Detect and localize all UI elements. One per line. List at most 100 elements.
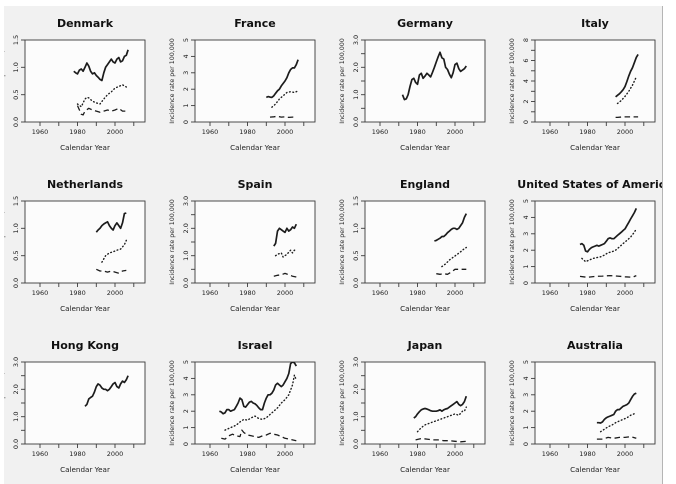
- x-axis-label: Calendar Year: [400, 465, 450, 474]
- x-tick-label: 1960: [202, 289, 219, 297]
- chart-title: Spain: [238, 178, 273, 191]
- y-tick-label: 1.5: [12, 196, 20, 206]
- x-tick-label: 2000: [277, 128, 294, 136]
- x-tick-label: 1980: [409, 450, 426, 458]
- series-dotted-line: [76, 84, 128, 108]
- x-tick-label: 1960: [202, 450, 219, 458]
- figure-panel: 1960 1980 2000 0.0 0.5 1.0 1.5 Denmark Incidence…: [4, 6, 663, 484]
- x-tick-label: 1980: [409, 289, 426, 297]
- y-tick-label: 3.0: [12, 357, 20, 367]
- subplot-italy: 1960 1980 2000 0 2 4 6 8 Italy Incidence rate per…: [509, 17, 656, 152]
- x-axis-label: Calendar Year: [60, 465, 110, 474]
- y-tick-label: 1.0: [352, 223, 360, 233]
- subplot-denmark: 1960 1980 2000 0.0 0.5 1.0 1.5 Denmark Incidence…: [4, 17, 146, 152]
- y-tick-label: 2: [522, 248, 530, 252]
- x-tick-label: 1960: [372, 128, 389, 136]
- chart-title: Australia: [567, 339, 623, 352]
- plot-area: [534, 200, 656, 284]
- y-tick-label: 0.0: [352, 278, 360, 288]
- series-dotted-line: [101, 239, 128, 263]
- x-tick-label: 1960: [372, 450, 389, 458]
- y-axis-label: Incidence rate per 100,000: [169, 199, 176, 285]
- y-axis-label: Incidence rate per 100,000: [339, 38, 346, 124]
- series-dotted-line: [274, 249, 298, 258]
- y-tick-label: 2.0: [12, 384, 20, 394]
- x-tick-label: 2000: [277, 450, 294, 458]
- y-tick-label: 3: [522, 232, 530, 236]
- x-tick-label: 1960: [32, 450, 49, 458]
- y-tick-label: 0.5: [12, 251, 20, 261]
- chart-title: England: [400, 178, 450, 191]
- chart-cell-germany: 1960 1980 2000 0.0 1.0 2.0 3.0 Germany Incidence…: [334, 6, 504, 161]
- y-tick-label: 5: [182, 360, 190, 364]
- series-solid-line: [95, 212, 127, 233]
- x-tick-label: 1960: [202, 128, 219, 136]
- x-axis-label: Calendar Year: [570, 465, 620, 474]
- series-dotted-line: [599, 412, 638, 433]
- series-dashed-line: [436, 268, 467, 275]
- y-tick-label: 3.0: [352, 35, 360, 45]
- y-tick-label: 2.0: [352, 62, 360, 72]
- chart-cell-japan: 1960 1980 2000 0.0 1.0 2.0 3.0 Japan Incidence r…: [334, 322, 504, 483]
- x-tick-label: 1980: [239, 128, 256, 136]
- chart-title: France: [234, 17, 275, 30]
- chart-cell-spain: 1960 1980 2000 0.0 1.0 2.0 3.0 Spain Incidence r…: [164, 161, 334, 322]
- y-tick-label: 1.0: [12, 62, 20, 72]
- subplot-england: 1960 1980 2000 0.0 0.5 1.0 1.5 England Incidence…: [339, 178, 486, 313]
- y-tick-label: 2: [182, 87, 190, 91]
- y-tick-label: 5: [522, 360, 530, 364]
- plot-area: [194, 200, 316, 284]
- x-axis-label: Calendar Year: [230, 465, 280, 474]
- y-axis-label: Incidence rate per 100,000: [509, 199, 516, 285]
- x-axis-label: Calendar Year: [60, 304, 110, 313]
- y-tick-label: 0: [182, 120, 190, 124]
- x-tick-label: 2000: [447, 450, 464, 458]
- y-tick-label: 0.0: [182, 278, 190, 288]
- x-tick-label: 2000: [447, 289, 464, 297]
- y-tick-label: 1.0: [352, 90, 360, 100]
- x-axis-label: Calendar Year: [60, 143, 110, 152]
- y-tick-label: 0.5: [352, 251, 360, 261]
- y-tick-label: 4: [522, 376, 530, 380]
- x-tick-label: 1960: [542, 450, 559, 458]
- subplot-australia: 1960 1980 2000 0 1 2 3 4 5 Australia Incidence rat…: [509, 339, 656, 474]
- y-tick-label: 0.0: [12, 278, 20, 288]
- series-dashed-line: [596, 435, 637, 440]
- chart-cell-israel: 1960 1980 2000 0 1 2 3 4 5 Israel Incidence rate p…: [164, 322, 334, 483]
- x-tick-label: 2000: [617, 450, 634, 458]
- series-dotted-line: [224, 374, 298, 431]
- x-tick-label: 1980: [579, 128, 596, 136]
- x-tick-label: 1960: [542, 289, 559, 297]
- chart-cell-denmark: 1960 1980 2000 0.0 0.5 1.0 1.5 Denmark Incidence…: [4, 6, 164, 161]
- y-axis-label: Incidence rate per 100,000: [339, 199, 346, 285]
- chart-cell-france: 1960 1980 2000 0 1 2 3 4 5 France Incidence rate p…: [164, 6, 334, 161]
- y-tick-label: 3.0: [352, 357, 360, 367]
- x-tick-label: 1960: [372, 289, 389, 297]
- y-tick-label: 6: [522, 58, 530, 62]
- chart-title: Denmark: [57, 17, 114, 30]
- series-dotted-line: [581, 228, 638, 263]
- chart-cell-united-states-of-america: 1960 1980 2000 0 1 2 3 4 5 United States of Ameri…: [504, 161, 662, 322]
- y-tick-label: 4: [182, 54, 190, 58]
- subplot-spain: 1960 1980 2000 0.0 1.0 2.0 3.0 Spain Incidence r…: [169, 178, 316, 313]
- subplot-france: 1960 1980 2000 0 1 2 3 4 5 France Incidence rate p…: [169, 17, 316, 152]
- x-tick-label: 1980: [69, 128, 86, 136]
- series-solid-line: [219, 362, 298, 415]
- series-dotted-line: [416, 406, 468, 433]
- y-tick-label: 0: [522, 442, 530, 446]
- series-solid-line: [401, 51, 467, 101]
- x-tick-label: 2000: [107, 128, 124, 136]
- y-tick-label: 0.0: [12, 439, 20, 449]
- plot-area: [24, 361, 146, 445]
- x-tick-label: 1980: [579, 289, 596, 297]
- chart-title: Israel: [238, 339, 273, 352]
- series-dashed-line: [269, 115, 297, 119]
- x-tick-label: 2000: [447, 128, 464, 136]
- chart-cell-england: 1960 1980 2000 0.0 0.5 1.0 1.5 England Incidence…: [334, 161, 504, 322]
- y-tick-label: 1: [182, 426, 190, 430]
- y-tick-label: 0.0: [352, 439, 360, 449]
- chart-cell-netherlands: 1960 1980 2000 0.0 0.5 1.0 1.5 Netherlands Incid…: [4, 161, 164, 322]
- subplot-united-states-of-america: 1960 1980 2000 0 1 2 3 4 5 United States of Ameri…: [509, 178, 662, 313]
- chart-title: Italy: [581, 17, 609, 30]
